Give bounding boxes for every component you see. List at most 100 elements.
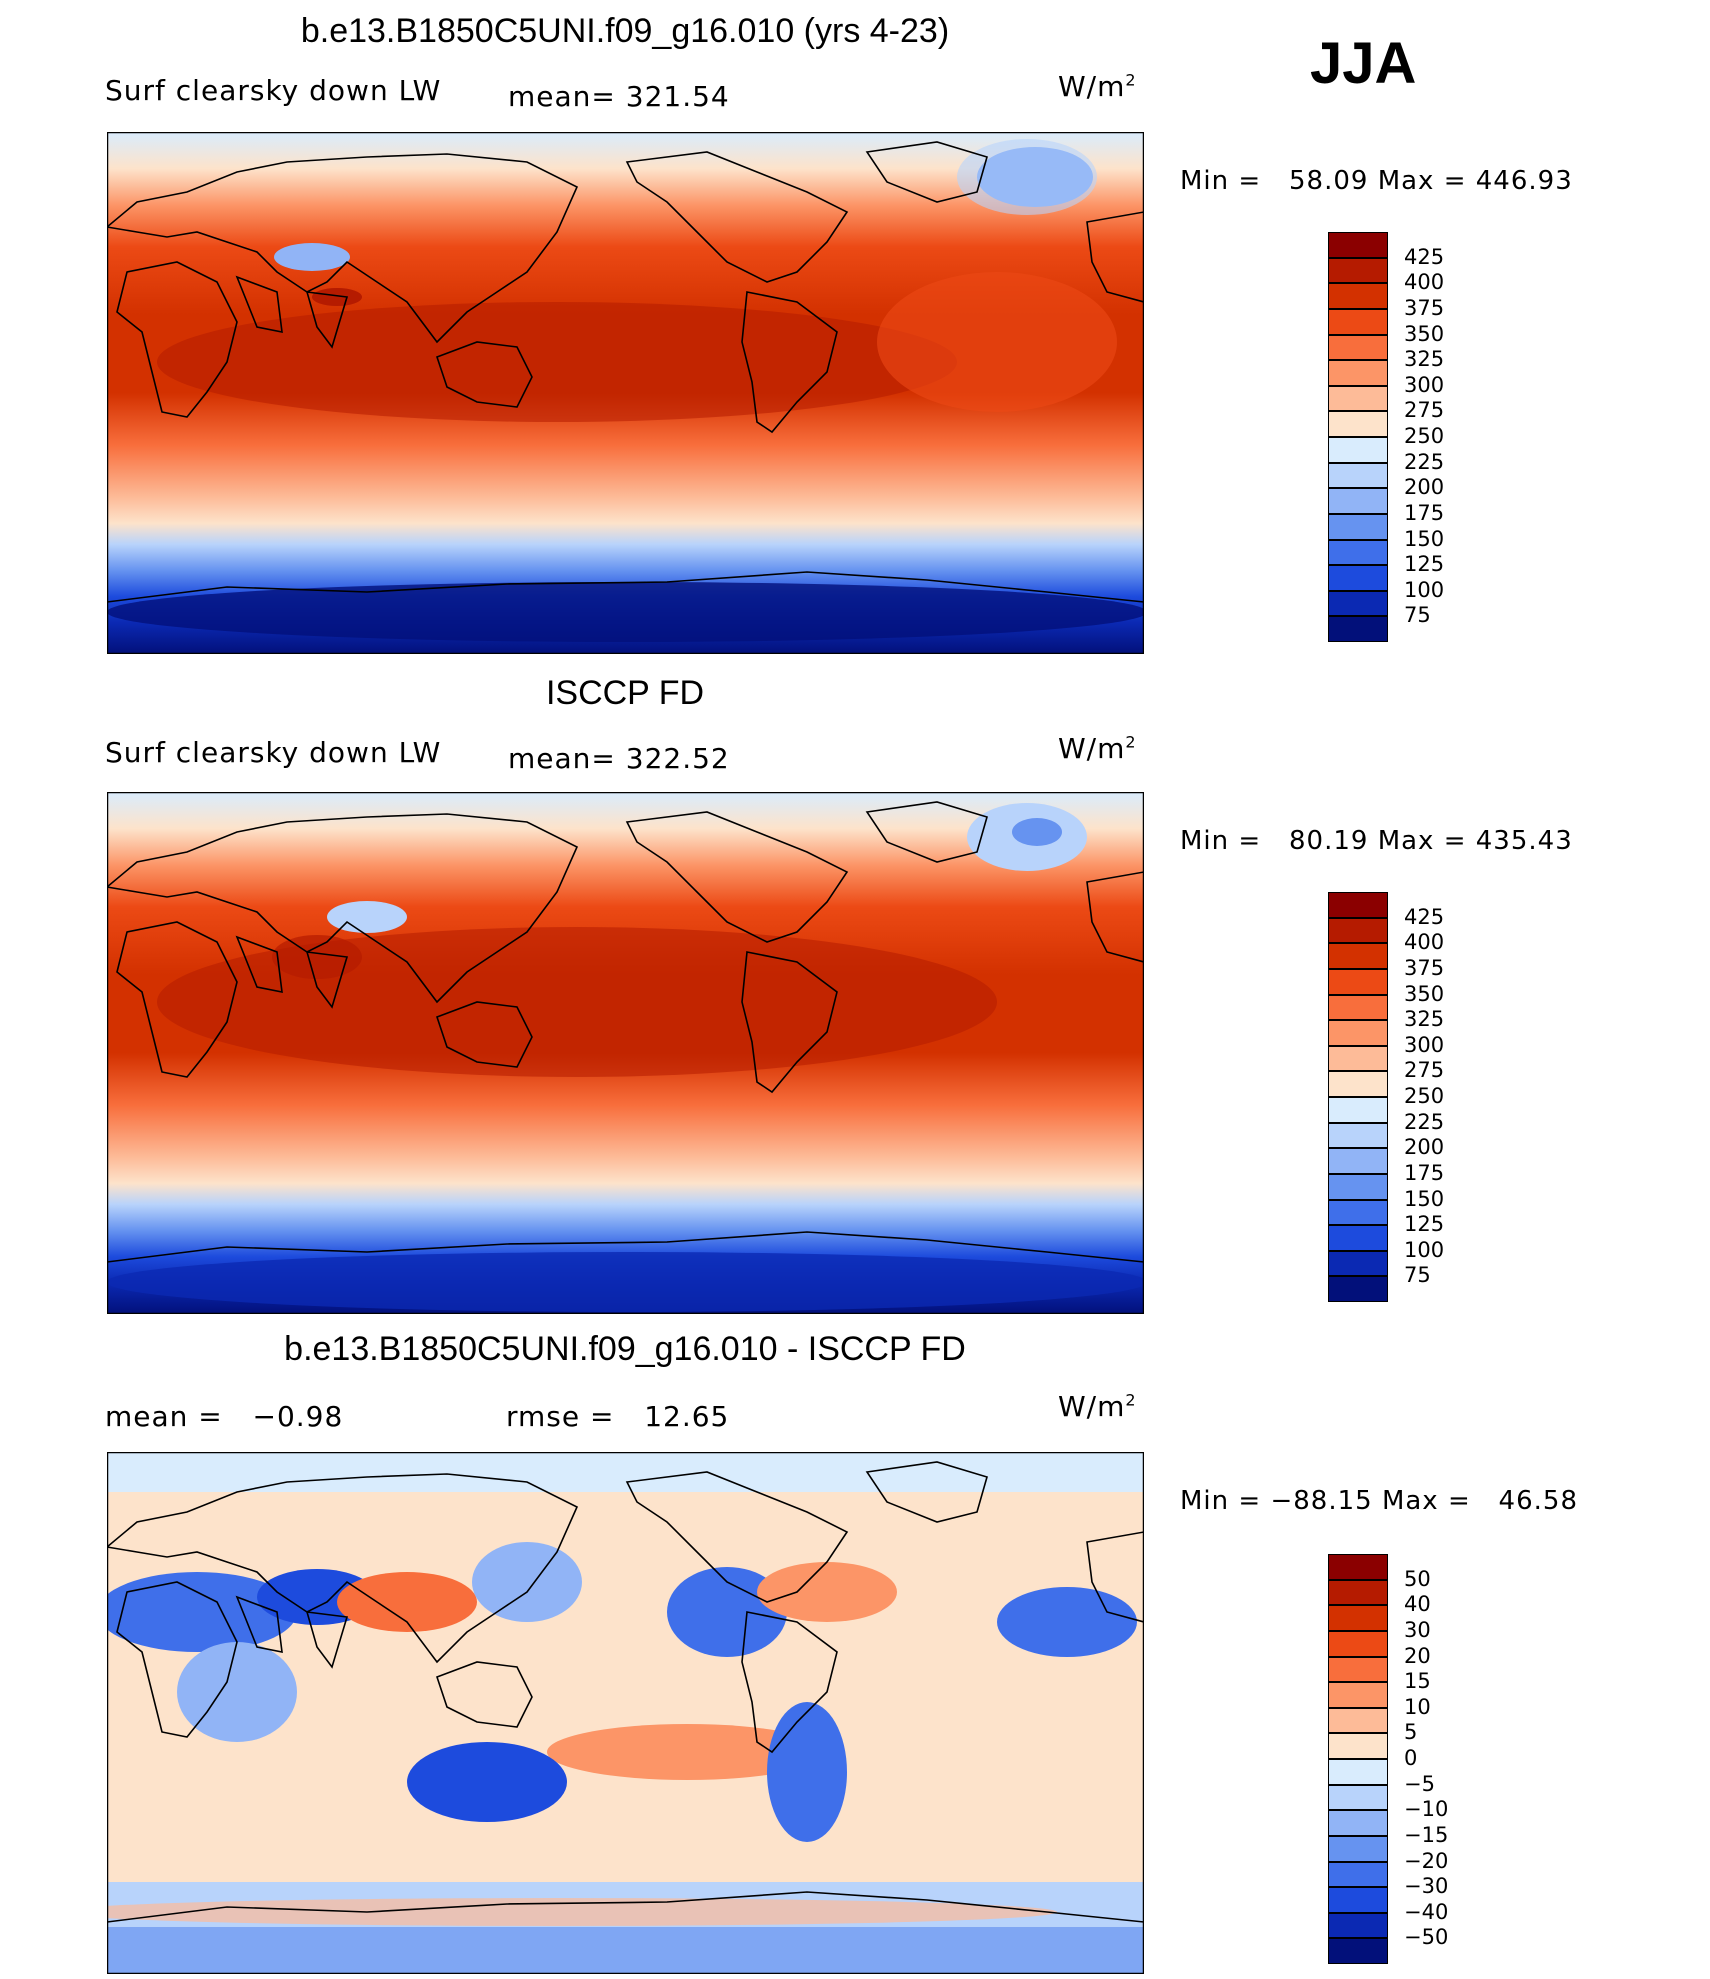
colorbar-swatch: [1328, 917, 1388, 944]
colorbar-tick-label: −5: [1404, 1771, 1435, 1796]
colorbar-swatch: [1328, 1173, 1388, 1200]
colorbar-tick-label: 300: [1404, 372, 1445, 397]
colorbar-swatch: [1328, 1605, 1388, 1631]
colorbar-swatch: [1328, 1554, 1388, 1580]
colorbar-swatch: [1328, 283, 1388, 309]
panel-2-mean: mean= 322.52: [508, 742, 730, 775]
panel-1-title: b.e13.B1850C5UNI.f09_g16.010 (yrs 4-23): [300, 12, 950, 50]
panel-2-colorbar-labels: 425 400 375 350 325 300 275 250 225 200 175 150 125 1…: [1404, 892, 1484, 1302]
colorbar-swatch: [1328, 590, 1388, 617]
colorbar-swatch: [1328, 943, 1388, 969]
colorbar-tick-label: 225: [1404, 1109, 1445, 1134]
colorbar-tick-label: −40: [1404, 1899, 1449, 1924]
panel-3-minmax: Min = −88.15 Max = 46.58: [1180, 1486, 1578, 1516]
colorbar-swatch: [1328, 308, 1388, 335]
colorbar-swatch: [1328, 513, 1388, 540]
colorbar-tick-label: 5: [1404, 1720, 1418, 1745]
colorbar-swatch: [1328, 1199, 1388, 1226]
panel-2-minmax: Min = 80.19 Max = 435.43: [1180, 826, 1573, 856]
colorbar-tick-label: 325: [1404, 1007, 1445, 1032]
colorbar-swatch: [1328, 1020, 1388, 1046]
colorbar-swatch: [1328, 994, 1388, 1021]
panel-3-rmse: rmse = 12.65: [506, 1400, 730, 1433]
colorbar-tick-label: 20: [1404, 1643, 1431, 1668]
colorbar-tick-label: 250: [1404, 424, 1445, 448]
colorbar-swatch: [1328, 437, 1388, 463]
colorbar-tick-label: 15: [1404, 1669, 1431, 1694]
colorbar-swatch: [1328, 1630, 1388, 1657]
colorbar-tick-label: 425: [1404, 244, 1445, 269]
colorbar-tick-label: −20: [1404, 1848, 1449, 1873]
panel-1-variable: Surf clearsky down LW: [105, 74, 442, 107]
colorbar-swatch: [1328, 1579, 1388, 1606]
colorbar-swatch: [1328, 1733, 1388, 1759]
colorbar-tick-label: 200: [1404, 1135, 1445, 1160]
colorbar-swatch: [1328, 1861, 1388, 1888]
panel-1-units: W/m2: [1058, 70, 1137, 103]
colorbar-tick-label: 325: [1404, 347, 1445, 372]
panel-1-colorbar-labels: 425 400 375 350 325 300 275 250 225 200 175 150 125 1…: [1404, 232, 1484, 642]
colorbar-swatch: [1328, 1938, 1388, 1964]
colorbar-tick-label: −30: [1404, 1874, 1449, 1899]
panel-2-colorbar: [1328, 892, 1390, 1302]
colorbar-swatch: [1328, 385, 1388, 412]
colorbar-tick-label: 75: [1404, 603, 1431, 628]
colorbar-swatch: [1328, 968, 1388, 995]
colorbar-tick-label: 375: [1404, 955, 1445, 980]
colorbar-tick-label: 400: [1404, 930, 1445, 955]
colorbar-swatch: [1328, 1759, 1388, 1785]
colorbar-tick-label: 150: [1404, 526, 1445, 551]
colorbar-swatch: [1328, 616, 1388, 642]
colorbar-swatch: [1328, 1784, 1388, 1811]
colorbar-tick-label: 275: [1404, 398, 1445, 423]
panel-2-units: W/m2: [1058, 732, 1137, 765]
colorbar-tick-label: 175: [1404, 1160, 1445, 1185]
panel-3-title: b.e13.B1850C5UNI.f09_g16.010 - ISCCP FD: [284, 1330, 966, 1368]
colorbar-tick-label: 125: [1404, 552, 1445, 577]
panel-1-minmax: Min = 58.09 Max = 446.93: [1180, 166, 1573, 196]
panel-1-mean: mean= 321.54: [508, 80, 730, 113]
colorbar-tick-label: 225: [1404, 449, 1445, 474]
colorbar-swatch: [1328, 1276, 1388, 1302]
colorbar-tick-label: 300: [1404, 1032, 1445, 1057]
colorbar-swatch: [1328, 1122, 1388, 1149]
colorbar-swatch: [1328, 411, 1388, 437]
colorbar-swatch: [1328, 1707, 1388, 1734]
colorbar-swatch: [1328, 1045, 1388, 1072]
colorbar-swatch: [1328, 1148, 1388, 1174]
colorbar-tick-label: 175: [1404, 500, 1445, 525]
colorbar-swatch: [1328, 1225, 1388, 1251]
colorbar-swatch: [1328, 1250, 1388, 1277]
colorbar-tick-label: −10: [1404, 1797, 1449, 1822]
colorbar-swatch: [1328, 1097, 1388, 1123]
panel-2-map: [107, 792, 1144, 1314]
colorbar-tick-label: 40: [1404, 1592, 1431, 1617]
panel-3-units: W/m2: [1058, 1390, 1137, 1423]
panel-3-map: [107, 1452, 1144, 1974]
colorbar-swatch: [1328, 1835, 1388, 1862]
colorbar-swatch: [1328, 1810, 1388, 1836]
colorbar-swatch: [1328, 1912, 1388, 1939]
colorbar-swatch: [1328, 1887, 1388, 1913]
colorbar-tick-label: 350: [1404, 981, 1445, 1006]
colorbar-swatch: [1328, 360, 1388, 386]
colorbar-swatch: [1328, 334, 1388, 361]
colorbar-tick-label: 0: [1404, 1746, 1418, 1770]
colorbar-swatch: [1328, 892, 1388, 918]
colorbar-tick-label: 50: [1404, 1566, 1431, 1591]
colorbar-tick-label: 100: [1404, 1237, 1445, 1262]
colorbar-tick-label: 275: [1404, 1058, 1445, 1083]
colorbar-tick-label: 125: [1404, 1212, 1445, 1237]
colorbar-swatch: [1328, 462, 1388, 489]
panel-2-title: ISCCP FD: [545, 674, 705, 712]
colorbar-tick-label: −50: [1404, 1925, 1449, 1950]
panel-3-colorbar-labels: 50 40 30 20 15 10 5 0 −5 −10 −15 −20 −30 −40 −50: [1404, 1554, 1484, 1964]
colorbar-tick-label: −15: [1404, 1822, 1449, 1847]
colorbar-swatch: [1328, 1071, 1388, 1097]
colorbar-tick-label: 10: [1404, 1694, 1431, 1719]
colorbar-swatch: [1328, 539, 1388, 566]
colorbar-swatch: [1328, 257, 1388, 284]
colorbar-tick-label: 250: [1404, 1084, 1445, 1108]
colorbar-swatch: [1328, 488, 1388, 514]
colorbar-tick-label: 150: [1404, 1186, 1445, 1211]
